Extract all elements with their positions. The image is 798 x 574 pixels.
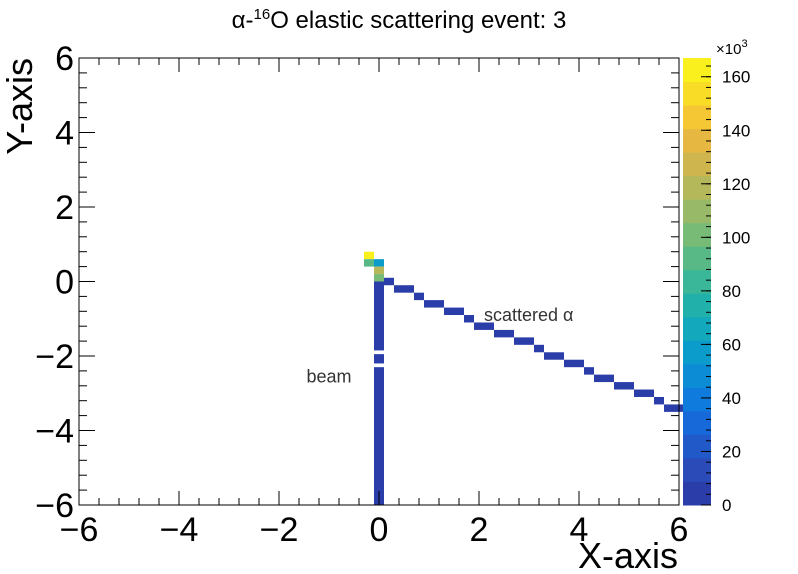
beam-bin <box>374 354 384 364</box>
track-bin <box>444 307 454 316</box>
track-bin <box>524 337 534 345</box>
chart-title: α-16O elastic scattering event: 3 <box>231 6 567 34</box>
track-bin <box>454 307 464 316</box>
x-tick-label: −4 <box>160 511 199 549</box>
track-bin <box>664 404 674 412</box>
track-bin <box>594 374 604 383</box>
track-bin <box>384 277 394 286</box>
track-bin <box>614 382 624 390</box>
colorbar-swatch <box>683 269 711 294</box>
track-bin <box>514 337 524 345</box>
vertex-bin <box>374 274 384 282</box>
track-bin <box>424 300 434 308</box>
track-bin <box>544 352 554 360</box>
colorbar-tick-label: 160 <box>722 68 750 87</box>
colorbar-swatch <box>683 175 711 200</box>
y-tick-label: −6 <box>35 487 74 525</box>
track-bin <box>644 389 654 397</box>
colorbar-tick-label: 0 <box>722 496 731 515</box>
vertex-bin <box>364 259 374 267</box>
track-bin <box>394 285 404 293</box>
colorbar-swatch <box>683 434 711 459</box>
track-bin <box>624 382 634 390</box>
track-bin <box>474 322 484 330</box>
vertex-bin <box>374 266 384 275</box>
x-tick-label: 0 <box>370 511 389 549</box>
x-axis-label: X-axis <box>578 535 678 574</box>
colorbar-swatch <box>683 316 711 341</box>
colorbar-swatch <box>683 410 711 435</box>
track-bin <box>494 329 504 338</box>
colorbar-tick-label: 100 <box>722 228 750 247</box>
track-bin <box>564 359 574 368</box>
track-bin <box>584 367 594 375</box>
x-tick-label: −6 <box>60 511 99 549</box>
colorbar-tick-label: 80 <box>722 282 741 301</box>
x-tick-label: 2 <box>470 511 489 549</box>
beam-bin <box>374 367 384 505</box>
colorbar-swatch <box>683 293 711 318</box>
vertex-bin <box>364 251 374 260</box>
track-bin <box>554 352 564 360</box>
colorbar-tick-label: 140 <box>722 121 750 140</box>
track-bin <box>604 374 614 383</box>
colorbar-swatch <box>683 387 711 412</box>
colorbar-swatch <box>683 481 711 506</box>
y-tick-label: 2 <box>55 189 74 227</box>
track-bin <box>464 315 474 323</box>
colorbar-swatch <box>683 246 711 271</box>
track-bin <box>654 396 664 405</box>
colorbar-tick-label: 20 <box>722 442 741 461</box>
y-axis-label: Y-axis <box>0 58 40 155</box>
colorbar-swatch <box>683 363 711 388</box>
colorbar-swatch <box>683 58 711 83</box>
track-bin <box>504 329 514 338</box>
track-bin <box>434 300 444 308</box>
track-bin <box>634 389 644 397</box>
track-bin <box>404 285 414 293</box>
track-bin <box>414 292 424 301</box>
beam-bin <box>374 281 384 351</box>
track-bin <box>484 322 494 330</box>
track-bin <box>534 344 544 353</box>
colorbar-tick-label: 40 <box>722 389 741 408</box>
vertex-bin <box>374 259 384 267</box>
y-tick-label: 0 <box>55 264 74 302</box>
y-tick-label: −2 <box>35 338 74 376</box>
x-tick-label: 4 <box>570 511 589 549</box>
x-tick-label: 6 <box>670 511 689 549</box>
colorbar-swatch <box>683 152 711 177</box>
colorbar-swatch <box>683 81 711 106</box>
y-tick-label: 6 <box>55 40 74 78</box>
y-tick-label: 4 <box>55 115 74 153</box>
y-tick-label: −4 <box>35 413 74 451</box>
colorbar-tick-label: 120 <box>722 175 750 194</box>
colorbar-exponent: ×103 <box>716 38 748 58</box>
x-tick-label: −2 <box>260 511 299 549</box>
annotation-label: beam <box>307 367 352 387</box>
colorbar-swatch <box>683 199 711 224</box>
track-bin <box>574 359 584 368</box>
annotation-label: scattered α <box>484 305 573 325</box>
colorbar-swatch <box>683 457 711 482</box>
colorbar-tick-label: 60 <box>722 335 741 354</box>
